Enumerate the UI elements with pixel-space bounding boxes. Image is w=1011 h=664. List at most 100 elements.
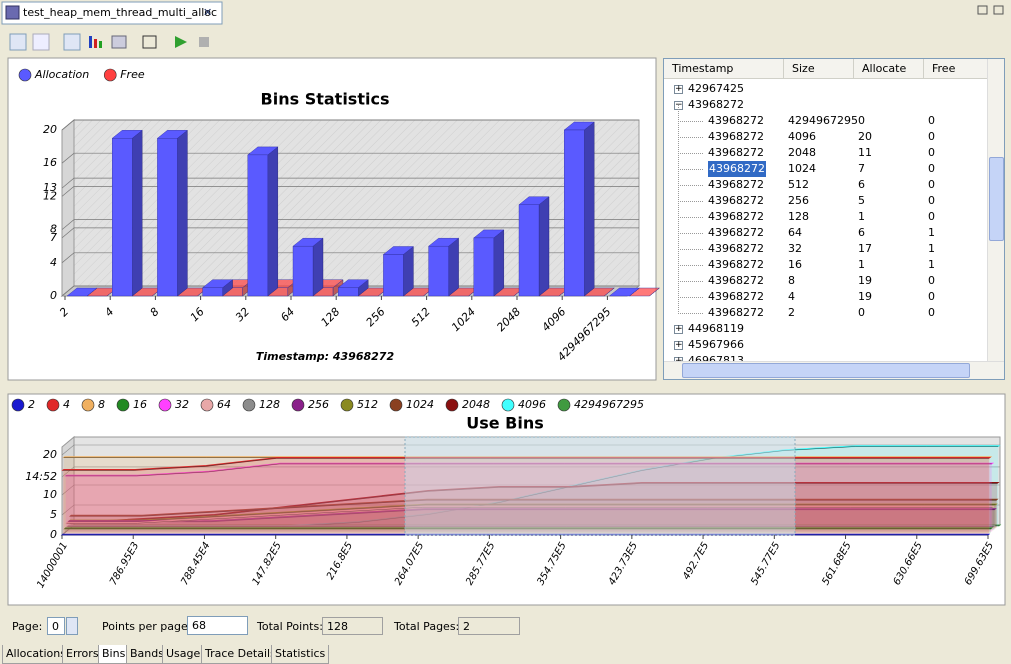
points-per-page-input[interactable]: 68 — [187, 616, 248, 635]
y-tick-label: 5 — [50, 508, 57, 521]
y-tick-label: 13 — [43, 181, 57, 194]
table-cell: 16 — [788, 257, 802, 273]
tree-leaf[interactable]: 43968272 — [708, 113, 764, 129]
legend-marker — [390, 399, 402, 411]
bar — [338, 288, 358, 296]
chart-title: Use Bins — [466, 414, 544, 433]
bottom-tab[interactable]: Errors — [62, 645, 103, 664]
y-tick-label: 16 — [43, 156, 57, 169]
table-cell: 19 — [858, 273, 872, 289]
tree-leaf[interactable]: 43968272 — [708, 289, 764, 305]
tree-leaf[interactable]: 43968272 — [708, 209, 764, 225]
tree-connector — [678, 169, 703, 186]
legend-marker — [341, 399, 353, 411]
table-cell: 0 — [858, 305, 865, 321]
toolbar-button[interactable] — [64, 34, 80, 50]
toolbar-button[interactable] — [94, 39, 97, 48]
toolbar-button[interactable] — [89, 36, 92, 48]
page-spinner[interactable] — [66, 617, 78, 635]
table-cell: 0 — [928, 273, 935, 289]
expand-toggle[interactable]: + — [674, 325, 683, 334]
bar-side — [132, 130, 142, 296]
stop-button[interactable] — [199, 37, 209, 47]
y-tick-label: 10 — [43, 488, 57, 501]
tree-leaf[interactable]: 43968272 — [708, 129, 764, 145]
close-icon[interactable]: ✕ — [203, 6, 212, 19]
tree-leaf[interactable]: 43968272 — [708, 177, 764, 193]
left-wall — [62, 120, 74, 296]
table-cell: 7 — [858, 161, 865, 177]
legend-label: 512 — [357, 398, 378, 411]
total-pages-field: 2 — [458, 617, 520, 635]
bar — [112, 138, 132, 296]
table-cell: 0 — [928, 177, 935, 193]
tree-node[interactable]: 45967966 — [688, 337, 744, 353]
table-cell: 6 — [858, 225, 865, 241]
tree-leaf[interactable]: 43968272 — [708, 305, 764, 321]
legend-marker — [117, 399, 129, 411]
legend-marker — [243, 399, 255, 411]
bar — [429, 246, 449, 296]
table-cell: 128 — [788, 209, 809, 225]
page-input[interactable]: 0 — [47, 617, 65, 635]
legend-label: 4294967295 — [574, 398, 644, 411]
legend-label: 4 — [63, 398, 70, 411]
tree-connector — [678, 249, 703, 266]
column-header[interactable]: Size — [784, 59, 854, 79]
table-cell: 32 — [788, 241, 802, 257]
scroll-thumb[interactable] — [989, 157, 1004, 241]
tree-connector — [678, 185, 703, 202]
bottom-tab[interactable]: Statistics — [271, 645, 329, 664]
column-header[interactable]: Allocate — [854, 59, 924, 79]
table-cell: 5 — [858, 193, 865, 209]
tree-node[interactable]: 44968119 — [688, 321, 744, 337]
table-cell: 64 — [788, 225, 802, 241]
tree-connector — [678, 217, 703, 234]
tree-leaf[interactable]: 43968272 — [708, 241, 764, 257]
column-header[interactable]: Free — [924, 59, 989, 79]
table-cell: 1024 — [788, 161, 816, 177]
page-label: Page: — [12, 620, 42, 633]
bottom-tab[interactable]: Usage — [162, 645, 204, 664]
toolbar-button[interactable] — [10, 34, 26, 50]
bottom-tab[interactable]: Trace Details — [201, 645, 280, 664]
bar-side — [494, 230, 504, 296]
bottom-tab[interactable]: Bins — [98, 645, 129, 664]
y-tick-label: 14:52 — [25, 470, 57, 483]
toolbar-button[interactable] — [99, 41, 102, 48]
bottom-tab[interactable]: Allocations — [2, 645, 70, 664]
zoom-selection — [405, 437, 795, 535]
tree-leaf[interactable]: 43968272 — [708, 193, 764, 209]
table-cell: 0 — [928, 145, 935, 161]
table-cell: 20 — [858, 129, 872, 145]
table-cell: 0 — [928, 209, 935, 225]
expand-toggle[interactable]: + — [674, 341, 683, 350]
legend-label: 64 — [217, 398, 231, 411]
tree-leaf[interactable]: 43968272 — [708, 145, 764, 161]
tree-node[interactable]: 42967425 — [688, 81, 744, 97]
tree-leaf[interactable]: 43968272 — [708, 257, 764, 273]
toolbar-button[interactable] — [112, 36, 126, 48]
legend-marker — [558, 399, 570, 411]
tree-leaf[interactable]: 43968272 — [708, 273, 764, 289]
legend-label: 1024 — [406, 398, 434, 411]
tree-leaf[interactable]: 43968272 — [708, 161, 766, 177]
tree-leaf[interactable]: 43968272 — [708, 225, 764, 241]
expand-toggle[interactable]: + — [674, 85, 683, 94]
tree-connector — [678, 105, 703, 122]
table-cell: 256 — [788, 193, 809, 209]
tree-table: TimestampSizeAllocateFree+42967425−43968… — [663, 58, 1005, 380]
table-cell: 512 — [788, 177, 809, 193]
total-pages-label: Total Pages: — [394, 620, 459, 633]
column-header[interactable]: Timestamp — [664, 59, 784, 79]
table-cell: 4096 — [788, 129, 816, 145]
legend-marker — [201, 399, 213, 411]
toolbar-button[interactable] — [33, 34, 49, 50]
y-tick-label: 0 — [50, 289, 57, 302]
scroll-thumb[interactable] — [682, 363, 970, 378]
run-button[interactable] — [175, 36, 187, 48]
legend-marker — [502, 399, 514, 411]
bar-side — [177, 130, 187, 296]
toolbar-button[interactable] — [143, 36, 156, 48]
